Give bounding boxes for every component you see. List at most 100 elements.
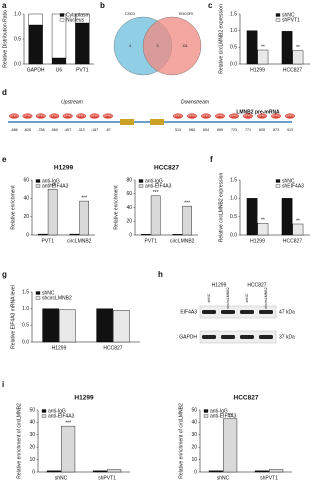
bar <box>292 223 304 236</box>
legend-swatch <box>138 179 144 183</box>
blot-strip <box>199 305 277 319</box>
site-position: 873 <box>273 128 279 132</box>
site-position: -457 <box>64 128 71 132</box>
gene-name: LMNB2 pre-mRNA <box>236 109 280 115</box>
significance: *** <box>50 183 56 189</box>
site-position: -87 <box>105 128 110 132</box>
binding-site <box>89 113 100 119</box>
significance: *** <box>81 195 87 201</box>
y-axis-title: Relative enrichment of circLMNB2 <box>16 403 22 479</box>
binding-site <box>173 113 183 119</box>
y-tick-label: 1.0 <box>14 11 21 17</box>
legend-swatch <box>275 184 281 188</box>
y-tick-label: 40 <box>23 196 29 202</box>
y-tick-label: 20 <box>126 219 132 225</box>
x-tick-label: U6 <box>56 67 63 73</box>
y-tick-label: 80 <box>126 177 132 183</box>
y-tick-label: 60 <box>23 177 29 183</box>
y-tick-label: 40 <box>29 420 35 426</box>
legend-swatch <box>35 179 41 183</box>
legend-swatch <box>275 179 281 183</box>
bar <box>51 13 67 59</box>
legend-swatch <box>59 18 65 22</box>
panel-letter: b <box>100 1 105 10</box>
panel-letter: h <box>158 270 163 279</box>
site-position: 913 <box>287 128 293 132</box>
legend-label: shEIF4A3 <box>282 183 304 189</box>
y-tick-label: 20 <box>23 214 29 220</box>
site-label: EIF4A3 <box>37 115 46 118</box>
x-tick-label: H1299 <box>250 238 265 244</box>
x-tick-label: H1299 <box>52 345 67 351</box>
y-tick-label: 1.0 <box>22 306 29 312</box>
venn-count: 111 <box>182 44 187 48</box>
bar <box>292 50 304 65</box>
y-axis-title: Relative circLMNB2 expression <box>218 4 224 74</box>
bar <box>79 200 89 236</box>
blot-band <box>221 310 235 314</box>
y-tick-label: 50 <box>29 407 35 413</box>
chart-title: HCC827 <box>234 395 259 402</box>
site-label: EIF4A3 <box>244 115 253 118</box>
site-label: EIF4A3 <box>10 115 19 118</box>
bar <box>28 24 43 65</box>
y-axis-title: Relative EIF4A3 mRNA level <box>10 285 16 349</box>
blot-band <box>202 310 216 314</box>
blot-protein: EIF4A3 <box>180 309 197 315</box>
binding-site <box>49 113 60 119</box>
site-label: EIF4A3 <box>272 115 281 118</box>
y-tick-label: 40 <box>126 205 132 211</box>
bar <box>28 13 43 26</box>
blot-band <box>202 335 216 339</box>
blot-strip <box>199 330 277 344</box>
bar <box>182 205 192 236</box>
panel-letter: f <box>210 155 213 164</box>
legend-swatch <box>275 18 281 22</box>
site-label: EIF4A3 <box>50 115 59 118</box>
panel-letter: g <box>2 270 7 279</box>
y-tick-label: 0 <box>194 469 197 475</box>
bar <box>281 31 293 65</box>
binding-site <box>22 113 33 119</box>
site-label: EIF4A3 <box>23 115 32 118</box>
site-label: EIF4A3 <box>216 115 225 118</box>
venn-set: ENCORI <box>179 12 193 16</box>
binding-site <box>257 113 267 119</box>
blot-band <box>240 310 254 314</box>
y-tick-label: 0 <box>26 232 29 238</box>
panel-letter: a <box>2 1 7 10</box>
site-label: EIF4A3 <box>258 115 267 118</box>
bar <box>269 469 284 473</box>
site-label: EIF4A3 <box>91 115 100 118</box>
blot-size: 37 kDa <box>279 334 295 340</box>
binding-site <box>35 113 46 119</box>
legend-label: anti-EIF4A3 <box>48 413 75 419</box>
site-position: -560 <box>51 128 58 132</box>
site-position: -826 <box>24 128 31 132</box>
blot-band <box>240 335 254 339</box>
y-tick-label: 10 <box>191 457 197 463</box>
x-tick-label: HCC827 <box>283 238 302 244</box>
y-tick-label: 0.0 <box>14 61 21 67</box>
blot-group: H1299 <box>212 282 227 288</box>
significance: *** <box>184 200 190 206</box>
venn-count: 3 <box>157 44 159 48</box>
chart-title: H1299 <box>74 395 94 402</box>
site-label: EIF4A3 <box>174 115 183 118</box>
binding-site <box>76 113 87 119</box>
legend-label: Nucleus <box>66 17 85 23</box>
blot-lane: shcircLMNB2 <box>264 287 268 308</box>
bar <box>38 233 48 236</box>
binding-site <box>285 113 295 119</box>
exon <box>120 119 134 125</box>
y-tick-label: 0.5 <box>230 45 237 51</box>
significance: *** <box>153 190 159 196</box>
bar <box>69 233 80 236</box>
binding-site <box>215 113 225 119</box>
bar <box>75 22 90 65</box>
legend-label: anti-IgG <box>42 178 60 184</box>
exon <box>150 119 164 125</box>
blot-band <box>221 335 235 339</box>
blot-lane: shcircLMNB2 <box>226 287 230 308</box>
